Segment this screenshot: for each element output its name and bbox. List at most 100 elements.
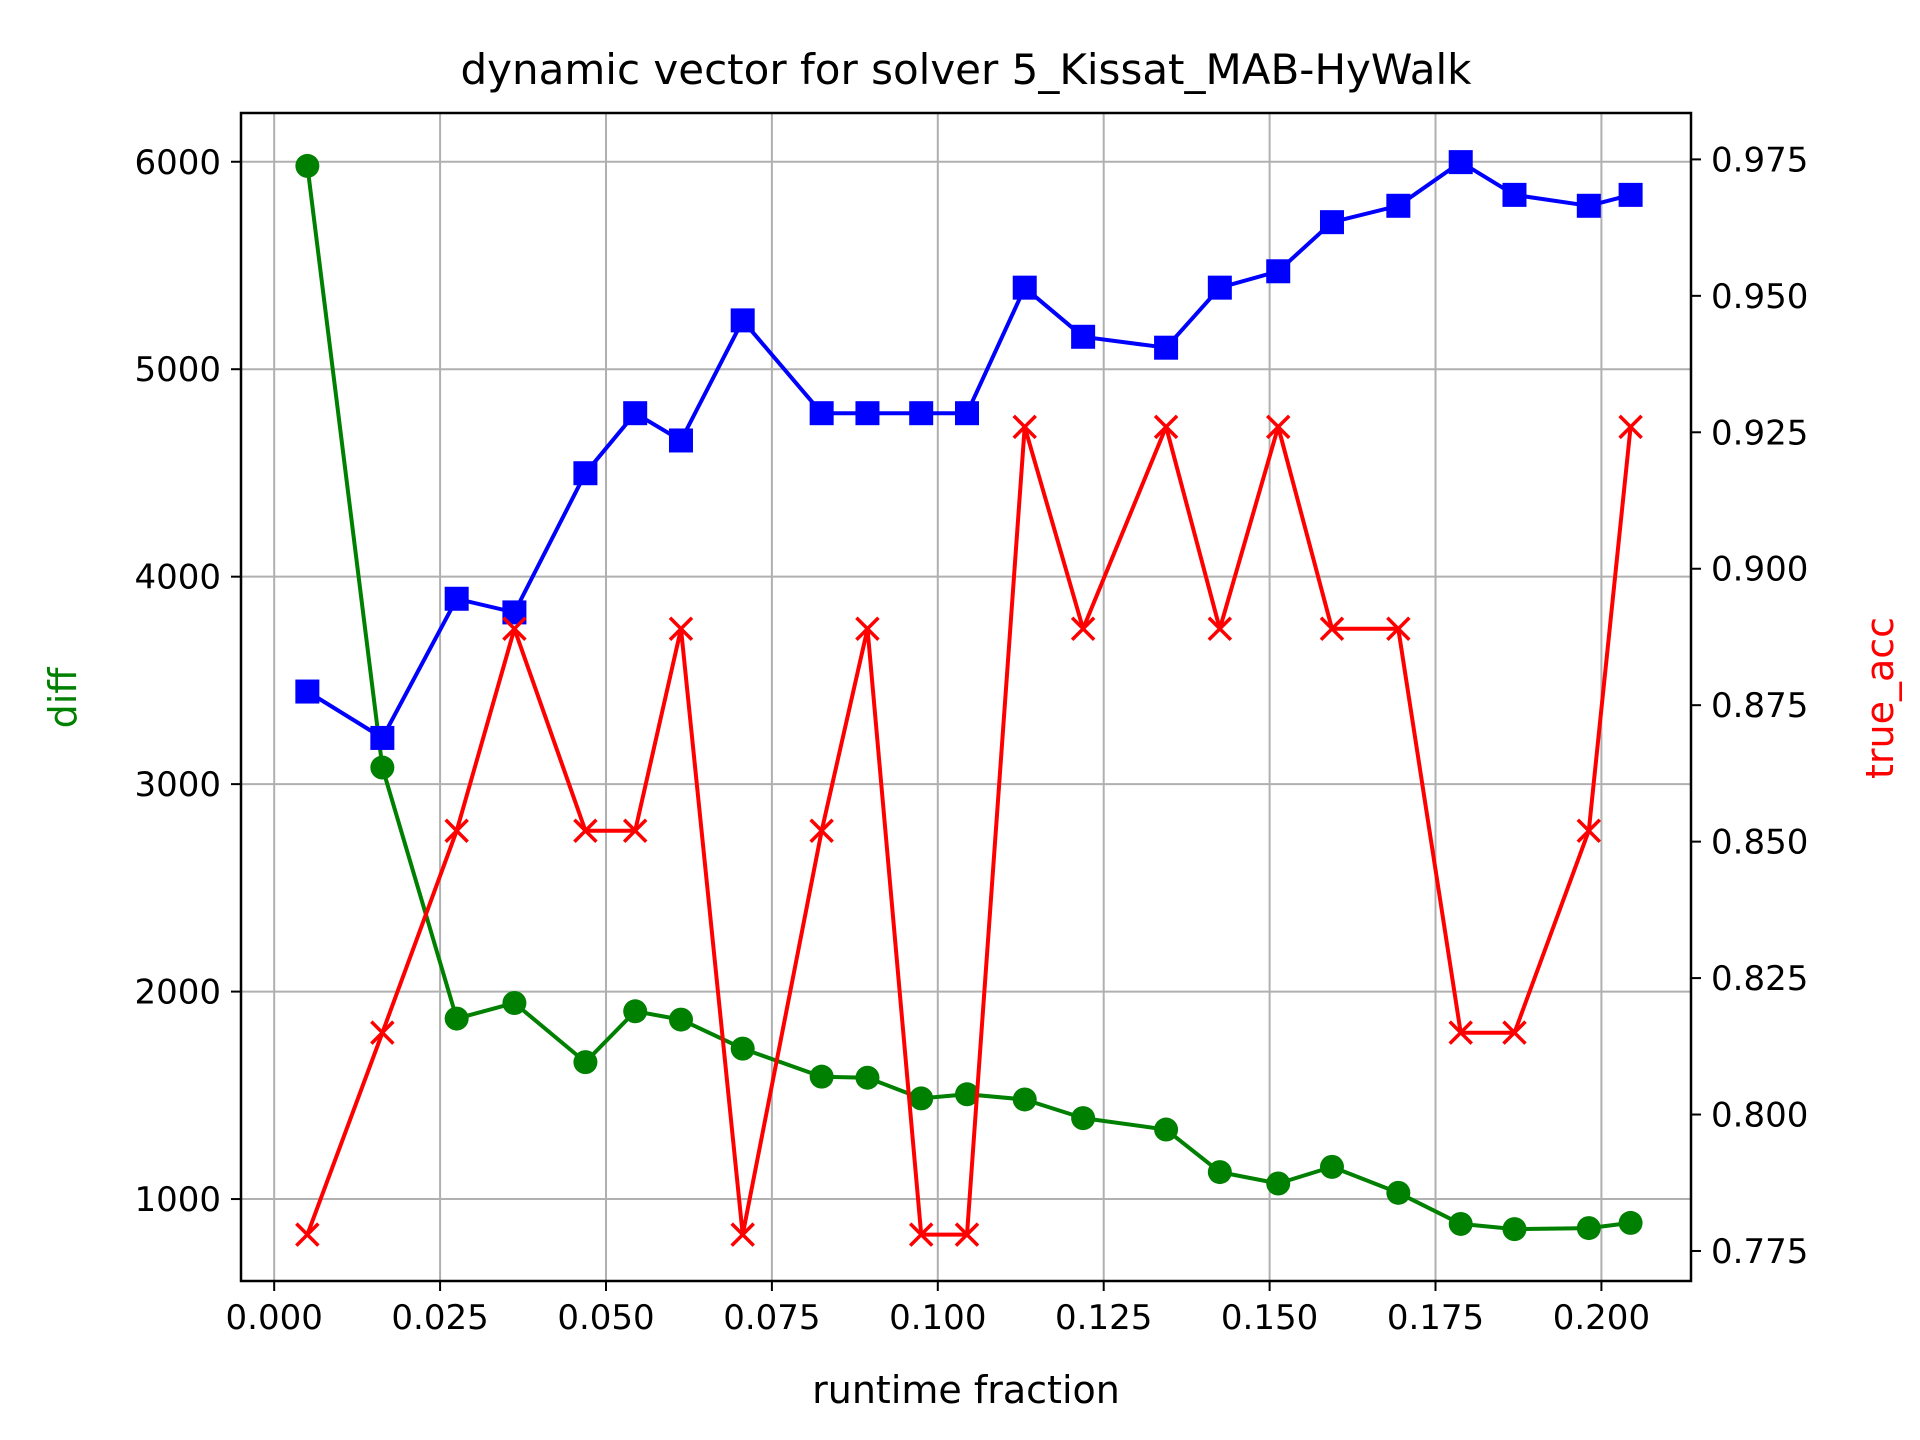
- data-point-true-acc: [1207, 616, 1233, 642]
- y-right-tick-label: 0.950: [1711, 277, 1808, 317]
- x-tick-label: 0.000: [226, 1298, 323, 1338]
- data-point-diff: [1386, 1180, 1411, 1205]
- data-point-blue: [1071, 324, 1096, 349]
- data-point-true-acc: [573, 818, 598, 843]
- y-left-tick-label: 2000: [134, 973, 221, 1013]
- data-point-true-acc: [1012, 414, 1037, 440]
- data-point-true-acc: [1618, 414, 1643, 440]
- data-point-blue: [809, 401, 834, 426]
- data-point-diff: [1576, 1216, 1601, 1241]
- y-left-tick-label: 6000: [134, 143, 221, 183]
- data-point-true-acc: [809, 818, 834, 843]
- x-axis-label: runtime fraction: [812, 1368, 1120, 1412]
- data-point-blue: [1386, 193, 1411, 218]
- data-point-diff: [1071, 1106, 1096, 1131]
- data-point-diff: [623, 999, 648, 1024]
- y-right-tick-label: 0.900: [1711, 550, 1808, 590]
- data-point-blue: [623, 401, 648, 426]
- data-point-diff: [909, 1086, 934, 1111]
- data-point-true-acc: [908, 1222, 934, 1247]
- data-point-blue: [730, 308, 755, 333]
- y-right-tick-label: 0.975: [1711, 140, 1808, 180]
- data-point-diff: [1618, 1210, 1643, 1235]
- data-point-true-acc: [954, 1222, 980, 1247]
- data-point-true-acc: [668, 616, 694, 642]
- data-point-true-acc: [855, 616, 880, 642]
- axes: 0.000 0.025 0.050 0.075 0.100 0.125 0.150 0.175…: [134, 140, 1808, 1338]
- data-point-diff: [730, 1036, 755, 1061]
- data-point-true-acc: [295, 1222, 320, 1247]
- data-point-diff: [668, 1007, 693, 1032]
- y-left-tick-label: 1000: [134, 1180, 221, 1220]
- series: [295, 150, 1643, 1247]
- data-point-diff: [502, 991, 527, 1016]
- data-point-blue: [1154, 335, 1179, 360]
- data-point-blue: [370, 725, 395, 750]
- data-point-blue: [1618, 182, 1643, 207]
- data-point-blue: [1207, 275, 1232, 300]
- data-point-true-acc: [444, 818, 469, 843]
- data-point-diff: [1319, 1154, 1344, 1179]
- data-point-blue: [1319, 210, 1344, 235]
- data-point-blue: [668, 428, 693, 453]
- y-axis-right-label: true_acc: [1858, 617, 1902, 779]
- x-tick-label: 0.075: [723, 1298, 820, 1338]
- data-point-blue: [573, 461, 598, 486]
- data-point-blue: [295, 679, 320, 704]
- data-point-diff: [1207, 1160, 1232, 1185]
- data-point-diff: [1266, 1171, 1291, 1196]
- x-tick-label: 0.200: [1553, 1298, 1650, 1338]
- x-tick-label: 0.050: [557, 1298, 654, 1338]
- data-point-true-acc: [1502, 1020, 1527, 1045]
- data-point-blue: [1012, 275, 1037, 300]
- y-right-tick-label: 0.875: [1711, 686, 1808, 726]
- x-tick-label: 0.125: [1055, 1298, 1152, 1338]
- y-left-tick-label: 4000: [134, 558, 221, 598]
- data-point-blue: [1576, 193, 1601, 218]
- data-point-true-acc: [1153, 414, 1179, 440]
- data-point-true-acc: [1265, 414, 1291, 440]
- chart-title: dynamic vector for solver 5_Kissat_MAB-H…: [461, 45, 1473, 94]
- data-point-diff: [1502, 1217, 1527, 1242]
- data-point-diff: [954, 1082, 979, 1107]
- x-tick-label: 0.150: [1221, 1298, 1318, 1338]
- y-right-tick-label: 0.850: [1711, 823, 1808, 863]
- data-point-true-acc: [1070, 616, 1096, 642]
- data-point-true-acc: [502, 616, 527, 642]
- y-right-tick-label: 0.775: [1711, 1232, 1808, 1272]
- data-point-true-acc: [730, 1222, 755, 1247]
- data-point-diff: [809, 1064, 834, 1089]
- data-point-diff: [855, 1065, 880, 1090]
- data-point-blue: [909, 401, 934, 426]
- data-point-blue: [1448, 150, 1473, 175]
- data-point-blue: [1502, 182, 1527, 207]
- y-right-tick-label: 0.925: [1711, 413, 1808, 453]
- data-point-true-acc: [370, 1020, 395, 1045]
- data-point-true-acc: [1576, 818, 1602, 843]
- data-point-diff: [1012, 1087, 1037, 1112]
- x-tick-label: 0.025: [391, 1298, 488, 1338]
- data-point-diff: [295, 153, 320, 178]
- data-point-blue: [1266, 259, 1291, 284]
- data-point-diff: [1154, 1117, 1179, 1142]
- y-right-tick-label: 0.800: [1711, 1096, 1808, 1136]
- data-point-blue: [444, 586, 469, 611]
- x-tick-label: 0.175: [1387, 1298, 1484, 1338]
- data-point-true-acc: [1448, 1020, 1473, 1045]
- data-point-blue: [855, 401, 880, 426]
- x-tick-label: 0.100: [889, 1298, 986, 1338]
- data-point-true-acc: [1386, 616, 1411, 642]
- data-point-diff: [1448, 1211, 1473, 1236]
- data-point-diff: [573, 1050, 598, 1075]
- y-left-tick-label: 3000: [134, 765, 221, 805]
- data-point-diff: [444, 1006, 469, 1031]
- y-left-tick-label: 5000: [134, 350, 221, 390]
- data-point-true-acc: [1319, 616, 1345, 642]
- grid: [241, 113, 1691, 1281]
- plot-frame: [239, 111, 1693, 1283]
- data-point-diff: [370, 755, 395, 780]
- y-axis-left-label: diff: [41, 667, 85, 729]
- data-point-true-acc: [622, 818, 648, 843]
- y-right-tick-label: 0.825: [1711, 959, 1808, 999]
